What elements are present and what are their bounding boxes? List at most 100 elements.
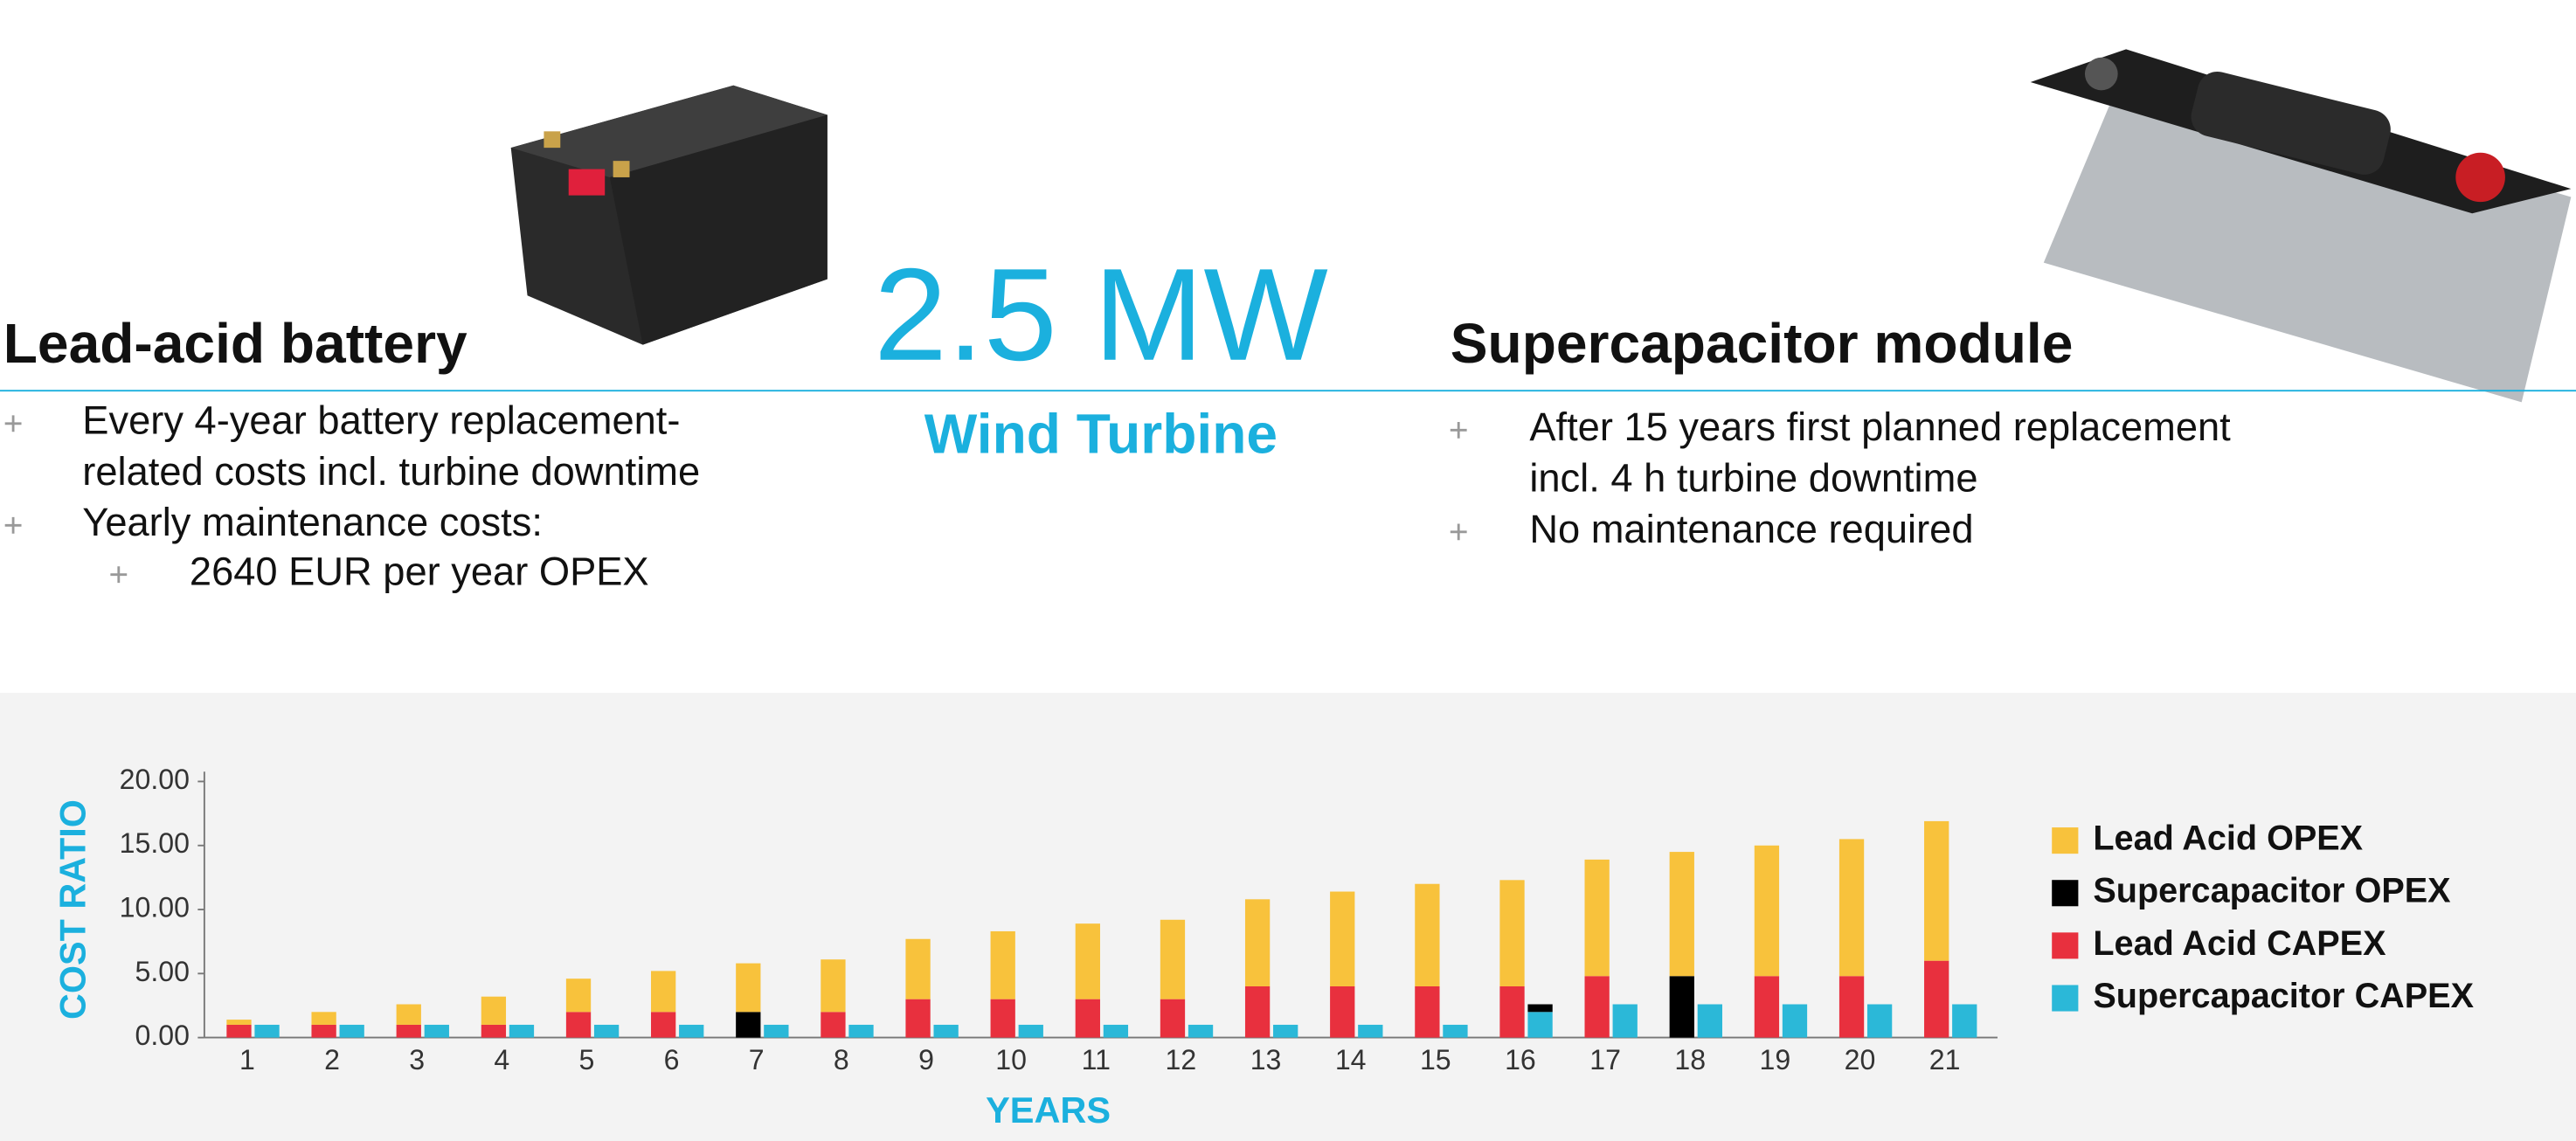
bar-segment xyxy=(1415,985,1440,1038)
turbine-power: 2.5 MW xyxy=(874,241,1328,388)
y-tick-label: 20.00 xyxy=(120,764,190,795)
bar-segment xyxy=(1924,960,1949,1038)
x-tick-label: 10 xyxy=(995,1044,1027,1075)
x-tick-label: 9 xyxy=(918,1044,934,1075)
legend-swatch xyxy=(2052,880,2079,907)
bar-segment xyxy=(990,930,1015,999)
bar-segment xyxy=(311,1012,336,1025)
bar-segment xyxy=(1273,1024,1298,1038)
bar-segment xyxy=(424,1024,449,1038)
bar-segment xyxy=(1075,923,1100,999)
x-tick-label: 5 xyxy=(579,1044,595,1075)
y-tick-label: 15.00 xyxy=(120,827,190,859)
x-tick-label: 7 xyxy=(749,1044,765,1075)
legend-swatch xyxy=(2052,985,2079,1012)
right-title: Supercapacitor module xyxy=(1451,312,2074,375)
bullet-text: related costs incl. turbine downtime xyxy=(82,449,700,494)
bar-segment xyxy=(1924,820,1949,961)
bar-segment xyxy=(1244,899,1271,986)
battery-image xyxy=(510,85,828,345)
bar-segment xyxy=(1358,1024,1383,1038)
bar-segment xyxy=(1443,1024,1468,1038)
bar-segment xyxy=(1839,839,1865,977)
bar-segment xyxy=(1018,1024,1043,1038)
x-axis-title: YEARS xyxy=(986,1090,1111,1131)
bar-segment xyxy=(1415,883,1440,986)
legend-label: Lead Acid OPEX xyxy=(2093,819,2363,858)
bar-segment xyxy=(1160,919,1186,999)
bar-segment xyxy=(764,1024,789,1038)
x-tick-label: 15 xyxy=(1420,1044,1451,1075)
bar-segment xyxy=(1952,1004,1977,1038)
bar-segment xyxy=(593,1024,620,1038)
bar-segment xyxy=(821,1012,846,1038)
bar-segment xyxy=(1188,1024,1214,1038)
bar-segment xyxy=(1584,976,1610,1038)
x-tick-label: 1 xyxy=(239,1044,255,1075)
bar-segment xyxy=(1499,880,1525,986)
bar-segment xyxy=(905,938,931,999)
bar-segment xyxy=(481,1024,507,1038)
bar-segment xyxy=(1697,1004,1722,1038)
bar-segment xyxy=(848,1024,874,1038)
sub-bullet-text: 2640 EUR per year OPEX xyxy=(190,550,649,594)
legend-swatch xyxy=(2052,827,2079,854)
turbine-label: Wind Turbine xyxy=(924,403,1278,466)
bar-segment xyxy=(1103,1024,1129,1038)
x-tick-label: 18 xyxy=(1674,1044,1706,1075)
bar-segment xyxy=(736,963,761,1013)
x-tick-label: 21 xyxy=(1929,1044,1961,1075)
x-tick-label: 12 xyxy=(1166,1044,1197,1075)
bar-segment xyxy=(1160,999,1186,1038)
bar-segment xyxy=(1527,1012,1553,1038)
bar-segment xyxy=(1330,891,1355,986)
bar-segment xyxy=(905,999,931,1038)
bar-segment xyxy=(1499,985,1525,1038)
bar-segment xyxy=(1782,1004,1808,1038)
x-tick-label: 2 xyxy=(324,1044,340,1075)
bar-segment xyxy=(1866,1004,1893,1038)
x-tick-label: 6 xyxy=(664,1044,680,1075)
x-tick-label: 20 xyxy=(1845,1044,1876,1075)
bar-segment xyxy=(1754,976,1780,1038)
bar-segment xyxy=(565,978,592,1013)
bar-segment xyxy=(1839,976,1865,1038)
bar-segment xyxy=(509,1024,535,1038)
legend-swatch xyxy=(2052,932,2079,959)
x-tick-label: 16 xyxy=(1505,1044,1536,1075)
bullet-markers xyxy=(4,415,1467,584)
bar-segment xyxy=(736,1012,761,1038)
bar-segment xyxy=(226,1024,252,1038)
bullet-text: No maintenance required xyxy=(1529,507,1973,551)
x-tick-label: 8 xyxy=(834,1044,849,1075)
bar-segment xyxy=(311,1024,336,1038)
bar-segment xyxy=(990,999,1015,1038)
bar-segment xyxy=(651,971,676,1013)
x-tick-label: 19 xyxy=(1760,1044,1791,1075)
bar-segment xyxy=(339,1024,364,1038)
bar-segment xyxy=(1612,1004,1638,1038)
y-tick-label: 10.00 xyxy=(120,892,190,923)
bar-segment xyxy=(1669,976,1694,1038)
bar-segment xyxy=(679,1024,704,1038)
bar-segment xyxy=(1075,999,1100,1038)
y-tick-label: 5.00 xyxy=(135,956,190,987)
bar-segment xyxy=(226,1020,252,1025)
x-tick-label: 17 xyxy=(1589,1044,1621,1075)
bar-segment xyxy=(1754,845,1780,977)
bar-segment xyxy=(1669,852,1694,977)
bar-segment xyxy=(933,1024,959,1038)
bar-segment xyxy=(254,1024,280,1038)
legend-label: Lead Acid CAPEX xyxy=(2093,924,2386,963)
bullet-text: After 15 years first planned replacement xyxy=(1529,405,2231,449)
bar-segment xyxy=(1584,859,1610,977)
left-title: Lead-acid battery xyxy=(3,312,467,375)
bullet-text: Every 4-year battery replacement- xyxy=(82,398,680,443)
chart-background xyxy=(0,692,2576,1141)
y-axis-title: COST RATIO xyxy=(53,799,93,1020)
legend-label: Supercapacitor CAPEX xyxy=(2093,977,2474,1015)
bar-segment xyxy=(1330,985,1355,1038)
bar-segment xyxy=(565,1012,592,1038)
x-tick-label: 14 xyxy=(1335,1044,1367,1075)
